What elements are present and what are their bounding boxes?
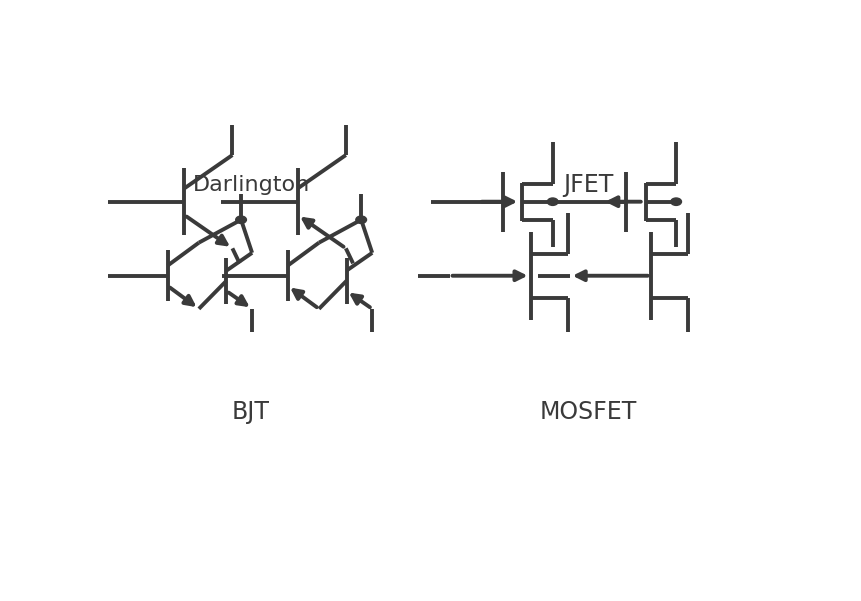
Circle shape bbox=[236, 216, 246, 224]
Text: JFET: JFET bbox=[563, 174, 613, 198]
Text: MOSFET: MOSFET bbox=[539, 400, 637, 424]
Circle shape bbox=[671, 198, 682, 206]
Circle shape bbox=[548, 198, 558, 206]
Text: Darlington: Darlington bbox=[193, 175, 310, 195]
Text: BJT: BJT bbox=[232, 400, 270, 424]
Circle shape bbox=[356, 216, 367, 224]
